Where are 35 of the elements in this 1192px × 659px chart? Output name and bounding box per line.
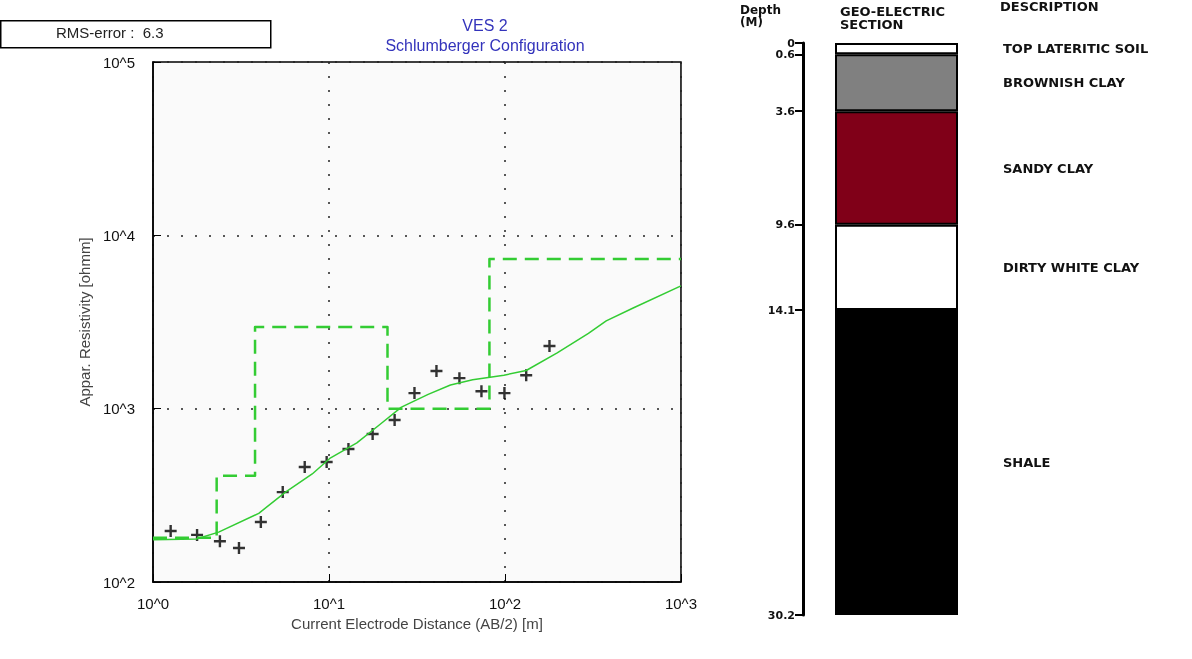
x-tick-label: 10^0 [136, 595, 170, 612]
text: DIRTY WHITE CLAY [1003, 259, 1140, 275]
text: RMS-error : 6.3 [56, 24, 164, 41]
point [430, 364, 443, 377]
point [164, 524, 177, 537]
text: SHALE [1003, 455, 1051, 471]
y-tick-label: 10^4 [102, 226, 135, 244]
y-tick-label: 3.6 [775, 104, 796, 118]
chart-title: GEO-ELECTRIC SECTION [840, 4, 950, 32]
point [543, 339, 556, 352]
text: DESCRIPTION [1000, 0, 1099, 14]
chart-subtitle: Schlumberger Configuration [385, 36, 585, 54]
point [388, 413, 401, 426]
y-tick-label: 0 [787, 36, 796, 50]
point [475, 385, 488, 398]
y-tick-label: 10^5 [102, 53, 135, 71]
chart-title: VES 2 [462, 16, 508, 34]
y-tick-label: 10^3 [102, 400, 135, 418]
y-axis-title: Appar. Resistivity [ohmm] [76, 237, 94, 407]
x-tick-label: 10^2 [488, 595, 522, 612]
y-tick-label: 30.2 [767, 608, 795, 622]
x-tick-label: 10^3 [664, 595, 698, 612]
y-tick-label: 0.6 [775, 47, 796, 61]
point [408, 387, 421, 400]
text: TOP LATERITIC SOIL [1003, 41, 1149, 57]
y-tick-label: 14.1 [767, 303, 795, 317]
y-tick-label: 9.6 [775, 218, 796, 232]
x-axis-title: Current Electrode Distance (AB/2) [m] [291, 614, 543, 632]
point [453, 372, 466, 385]
text: BROWNISH CLAY [1003, 75, 1126, 91]
point [498, 387, 511, 400]
text: SANDY CLAY [1003, 160, 1094, 176]
x-tick-label: 10^1 [312, 595, 346, 612]
y-tick-label: 10^2 [102, 573, 135, 591]
y-axis-title: Depth (M) [740, 3, 786, 29]
